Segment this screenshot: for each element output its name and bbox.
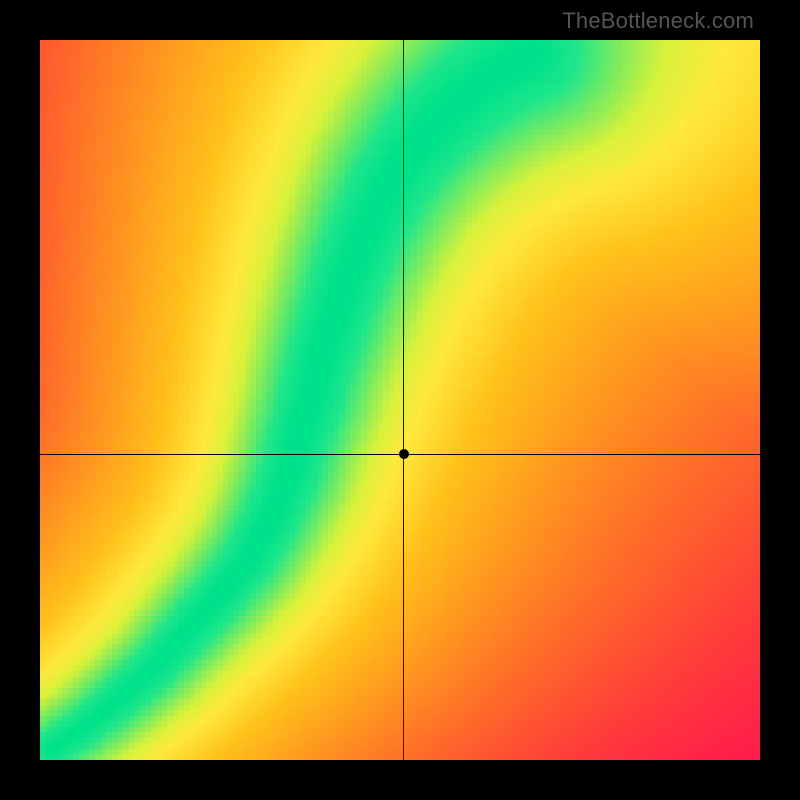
border-left [0,0,40,800]
crosshair-vertical [403,40,404,760]
border-bottom [0,760,800,800]
crosshair-marker-dot [399,449,409,459]
bottleneck-heatmap [40,40,760,760]
watermark-text: TheBottleneck.com [562,8,754,34]
border-right [760,0,800,800]
chart-container: TheBottleneck.com [0,0,800,800]
